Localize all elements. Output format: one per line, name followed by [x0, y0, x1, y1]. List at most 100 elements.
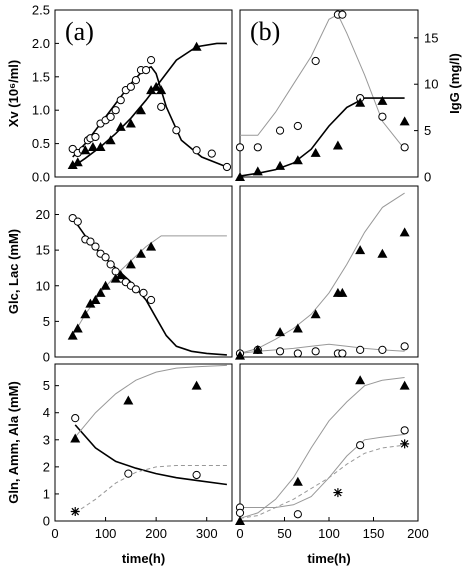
- data-point-triangle: [95, 141, 106, 151]
- y-tick-label: 0: [43, 350, 50, 365]
- model-curve-dark: [74, 424, 228, 486]
- data-point-circle: [146, 295, 156, 305]
- data-point-circle: [275, 126, 285, 135]
- data-point-circle: [207, 149, 216, 158]
- data-point-triangle: [80, 309, 91, 319]
- data-point-circle: [124, 469, 133, 478]
- model-curve-dark: [72, 217, 227, 356]
- data-point-circle: [131, 285, 141, 294]
- x-tick-label: 50: [277, 526, 291, 541]
- data-point-triangle: [146, 241, 157, 251]
- x-tick-label: 200: [145, 526, 167, 541]
- data-point-circle: [356, 441, 365, 450]
- data-point-triangle: [105, 135, 116, 145]
- y-tick-label: 5: [43, 314, 50, 329]
- data-point-triangle: [87, 141, 98, 151]
- data-point-circle: [338, 10, 347, 19]
- y-tick-label: 2: [43, 459, 50, 474]
- x-tick-label: 100: [95, 526, 117, 541]
- data-point-triangle: [70, 433, 81, 443]
- data-point-triangle: [115, 270, 126, 280]
- data-point-triangle: [85, 298, 96, 308]
- data-point-triangle: [292, 476, 303, 486]
- data-point-triangle: [135, 105, 146, 115]
- data-point-triangle: [235, 172, 245, 181]
- data-point-triangle: [235, 516, 245, 525]
- data-point-circle: [116, 96, 125, 105]
- data-point-triangle: [67, 330, 78, 340]
- data-point-circle: [400, 426, 409, 435]
- data-point-circle: [192, 146, 201, 155]
- data-point-circle: [311, 347, 320, 356]
- data-point-triangle: [80, 145, 91, 155]
- x-tick-label: 300: [196, 526, 218, 541]
- data-point-circle: [400, 342, 409, 351]
- plot-frame: [239, 9, 419, 178]
- y-tick-label: 0.5: [32, 136, 50, 151]
- x-axis-label: time(h): [307, 551, 350, 566]
- panel-label: (a): [65, 17, 94, 46]
- data-point-triangle: [355, 97, 366, 107]
- data-point-circle: [126, 82, 135, 91]
- data-point-circle: [106, 112, 115, 121]
- y-tick-label: 0.0: [32, 170, 50, 185]
- plot-frame: [54, 9, 233, 178]
- data-point-triangle: [90, 295, 101, 304]
- data-point-circle: [131, 76, 141, 85]
- data-point-circle: [356, 345, 365, 354]
- data-point-circle: [275, 347, 285, 356]
- data-point-circle: [111, 106, 120, 115]
- y-tick-label: 0: [43, 514, 50, 529]
- y-axis-label: Gln, Amm, Ala (mM): [6, 381, 21, 504]
- y-tick-label: 1: [43, 486, 50, 501]
- data-point-circle: [293, 510, 302, 519]
- model-curve-grey: [240, 13, 405, 150]
- y-tick-label: 10: [36, 278, 50, 293]
- data-point-circle: [293, 121, 302, 131]
- data-point-circle: [71, 414, 80, 423]
- data-point-triangle: [337, 287, 348, 297]
- model-curve-grey: [72, 235, 227, 336]
- data-point-triangle: [115, 121, 126, 131]
- data-point-triangle: [110, 273, 121, 283]
- data-point-triangle: [292, 323, 303, 333]
- data-point-triangle: [191, 41, 202, 51]
- y-tick-label: 5: [43, 378, 50, 393]
- panel-b-top: 0 5 10 15 IgG (mg/l) (b): [235, 9, 462, 185]
- plot-frame: [54, 185, 233, 358]
- data-point-circle: [157, 102, 166, 111]
- plot-frame: [54, 363, 233, 522]
- data-point-circle: [86, 237, 95, 246]
- model-curve-dark: [239, 97, 405, 177]
- panel-label: (b): [250, 17, 280, 46]
- model-curve-grey: [240, 433, 405, 508]
- data-point-triangle: [332, 140, 343, 150]
- data-point-triangle: [377, 95, 388, 105]
- plot-frame: [239, 363, 419, 522]
- data-point-circle: [253, 143, 262, 152]
- data-point-triangle: [72, 323, 83, 333]
- data-point-triangle: [67, 159, 78, 169]
- data-point-circle: [222, 162, 232, 172]
- model-curve-dark: [72, 65, 228, 168]
- model-curve-grey: [239, 192, 405, 354]
- data-point-circle: [141, 66, 151, 75]
- y-tick-label-right: 5: [424, 123, 431, 138]
- panel-a-mid: 0 5 10 15 20 Glc, Lac (mM): [6, 185, 233, 365]
- data-point-triangle: [399, 116, 410, 126]
- data-point-circle: [106, 260, 115, 269]
- data-point-circle: [192, 470, 201, 480]
- y-tick-label-right: 0: [424, 170, 431, 185]
- data-point-circle: [311, 56, 320, 66]
- y-axis-label-right: IgG (mg/l): [447, 53, 462, 114]
- x-tick-label: 100: [318, 526, 340, 541]
- data-point-circle: [235, 143, 245, 152]
- data-point-triangle: [275, 160, 286, 170]
- data-point-circle: [101, 253, 110, 262]
- data-point-triangle: [235, 350, 245, 360]
- model-curve-grey: [239, 343, 405, 354]
- x-axis-label: time(h): [122, 551, 165, 566]
- model-curve-grey: [239, 377, 405, 519]
- data-point-circle: [172, 126, 181, 135]
